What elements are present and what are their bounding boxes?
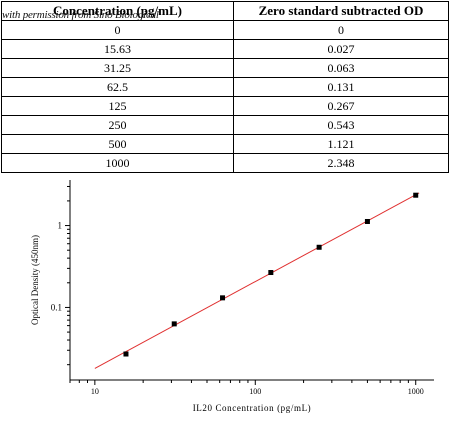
header-concentration: Concentration (pg/mL) [1,1,234,21]
cell-concentration: 500 [1,134,234,154]
cell-concentration: 125 [1,96,234,116]
standard-curve-chart: 10 100 1000 0.1 1 IL20 Concentration (pg/mL) O… [0,170,450,418]
y-tick-label: 0.1 [51,302,62,312]
cell-od: 0.267 [233,96,449,116]
table-row: 15.63 0.027 [1,39,449,59]
cell-od: 0.543 [233,115,449,135]
table-header-row: Concentration (pg/mL) Zero standard subt… [1,1,449,21]
cell-concentration: 15.63 [1,39,234,59]
table-row: 62.5 0.131 [1,77,449,97]
standard-curve-svg: 10 100 1000 0.1 1 IL20 Concentration (pg/mL) O… [30,180,434,413]
cell-concentration: 250 [1,115,234,135]
header-od: Zero standard subtracted OD [233,1,449,21]
table-row: 500 1.121 [1,134,449,154]
x-tick-label: 10 [91,387,99,396]
x-axis-label: IL20 Concentration (pg/mL) [193,403,312,413]
cell-od: 0.131 [233,77,449,97]
data-point [413,192,419,198]
fit-line [94,192,420,369]
data-point [123,351,129,357]
cell-concentration: 31.25 [1,58,234,78]
data-point [171,321,177,327]
data-point [316,244,322,250]
x-tick-label: 1000 [408,387,424,396]
permission-watermark: with permission from Sino Biological [2,9,159,21]
table-row: 1000 2.348 [1,153,449,173]
table-row: 125 0.267 [1,96,449,116]
x-tick-label: 100 [249,387,261,396]
standard-data-table: Concentration (pg/mL) Zero standard subt… [1,1,449,173]
table-row: 31.25 0.063 [1,58,449,78]
cell-od: 2.348 [233,153,449,173]
cell-od: 0.027 [233,39,449,59]
cell-od: 1.121 [233,134,449,154]
cell-od: 0 [233,20,449,40]
cell-concentration: 0 [1,20,234,40]
data-point [364,218,370,224]
table-row: 250 0.543 [1,115,449,135]
cell-od: 0.063 [233,58,449,78]
data-point [268,270,274,276]
data-point [220,295,226,301]
cell-concentration: 1000 [1,153,234,173]
y-axis-label: Optical Density (450nm) [30,235,40,325]
y-tick-label: 1 [58,221,63,231]
cell-concentration: 62.5 [1,77,234,97]
